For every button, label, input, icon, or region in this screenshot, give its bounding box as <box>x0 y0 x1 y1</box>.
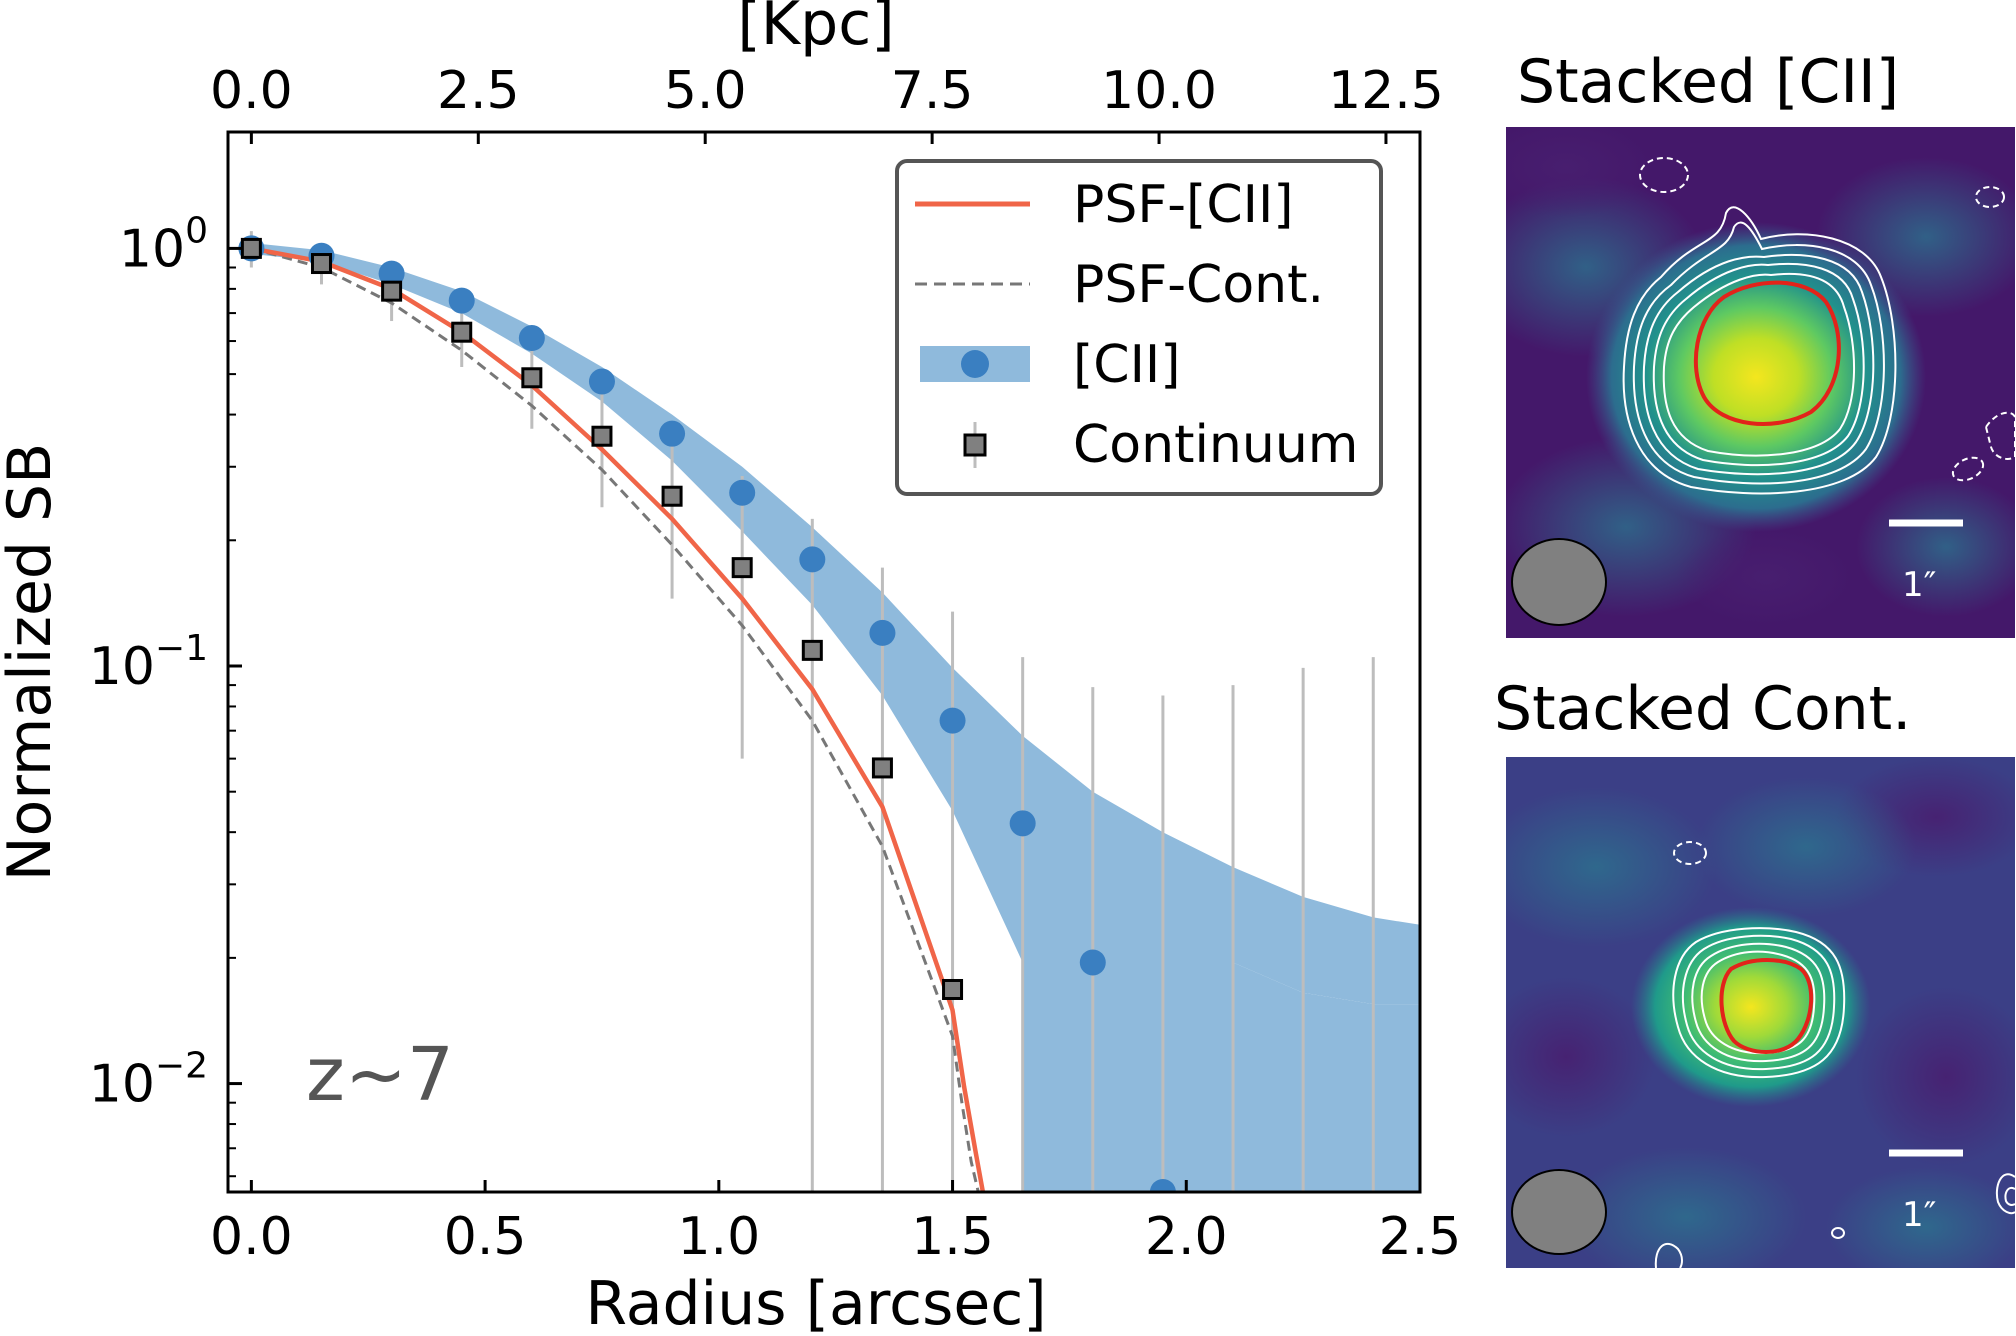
y-tick-label: 100 <box>119 210 208 279</box>
x-axis-title: Radius [arcsec] <box>585 1269 1046 1336</box>
cii-point <box>448 287 475 314</box>
cii-band-area <box>251 243 1420 1005</box>
cont-contours <box>1672 927 1846 1079</box>
cont-beam-ellipse <box>1511 1169 1607 1255</box>
cii-beam-ellipse <box>1511 538 1607 626</box>
continuum-point <box>661 485 683 507</box>
legend-cii-label: [CII] <box>1073 335 1181 395</box>
legend-psf-cont-label: PSF-Cont. <box>1073 255 1324 315</box>
psf-line-layer <box>250 246 986 1192</box>
legend-cii-marker <box>961 350 989 378</box>
continuum-point <box>871 757 893 779</box>
continuum-point <box>310 253 332 275</box>
redshift-annotation: z~7 <box>306 1032 454 1118</box>
cii-band-lower-extension <box>1022 962 1420 1192</box>
x2-tick-label: 12.5 <box>1328 61 1444 121</box>
stacked-cii-panel: Stacked [CII] <box>1506 47 2015 638</box>
cii-point <box>1149 1179 1176 1192</box>
psf-cont-line <box>251 246 980 1192</box>
x2-tick-label: 5.0 <box>664 61 747 121</box>
x-tick-label: 1.0 <box>677 1207 760 1267</box>
cii-scale-label: 1″ <box>1902 565 1936 605</box>
y-tick-label: 10−2 <box>89 1046 208 1115</box>
cii-point <box>939 707 966 734</box>
legend: PSF-[CII] PSF-Cont. [CII] Continuum <box>895 159 1383 496</box>
continuum-point <box>942 978 964 1000</box>
plot-frame <box>226 130 1422 1194</box>
cii-point <box>659 420 686 447</box>
stacked-cont-image: 1″ <box>1506 757 2015 1268</box>
cii-contours <box>1622 206 1897 495</box>
cont-noise-contours <box>1654 841 2015 1268</box>
continuum-point <box>731 557 753 579</box>
cii-point <box>518 325 545 352</box>
marker-layer <box>238 235 1176 1192</box>
y-axis-title: Normalized SB <box>0 443 65 882</box>
top-axis-title: [Kpc] <box>737 0 894 59</box>
x2-tick-label: 2.5 <box>437 61 520 121</box>
cii-point <box>799 546 826 573</box>
cii-band-layer <box>251 243 1420 1192</box>
legend-psf-cii-label: PSF-[CII] <box>1073 175 1294 235</box>
continuum-point <box>451 321 473 343</box>
x2-tick-label: 10.0 <box>1101 61 1217 121</box>
tick-layer: 0.0 0.5 1.0 1.5 2.0 2.5 0.0 2.5 5.0 7.5 10.0 12.5 10… <box>89 61 1462 1267</box>
cii-point <box>729 479 756 506</box>
cii-point <box>869 619 896 646</box>
x-tick-label: 2.0 <box>1145 1207 1228 1267</box>
cii-point <box>378 260 405 287</box>
stacked-cont-title: Stacked Cont. <box>1494 674 1911 744</box>
cii-point <box>1009 810 1036 837</box>
cont-red-contour <box>1719 958 1814 1054</box>
cii-point <box>1079 949 1106 976</box>
stacked-cont-panel: Stacked Cont. <box>1494 674 2015 1268</box>
x-tick-label: 2.5 <box>1379 1207 1462 1267</box>
cii-point <box>588 368 615 395</box>
x2-tick-label: 7.5 <box>891 61 974 121</box>
continuum-point <box>381 280 403 302</box>
cii-emission-blob <box>1586 222 1926 532</box>
radial-profile-chart: 0.0 0.5 1.0 1.5 2.0 2.5 0.0 2.5 5.0 7.5 10.0 12.5 10… <box>0 0 1461 1336</box>
continuum-point <box>521 367 543 389</box>
cont-scale-label: 1″ <box>1902 1195 1936 1235</box>
cii-red-contour <box>1693 280 1841 426</box>
x2-tick-label: 0.0 <box>210 61 293 121</box>
continuum-point <box>801 639 823 661</box>
cii-negative-contours <box>1639 157 2015 482</box>
x-tick-label: 0.5 <box>444 1207 527 1267</box>
continuum-point <box>240 237 262 259</box>
legend-continuum-label: Continuum <box>1073 415 1358 475</box>
legend-continuum-marker <box>963 433 987 457</box>
stacked-cii-image: 1″ <box>1506 127 2015 638</box>
legend-box <box>895 159 1383 496</box>
x-tick-label: 1.5 <box>911 1207 994 1267</box>
y-tick-label: 10−1 <box>89 628 208 697</box>
x-tick-label: 0.0 <box>210 1207 293 1267</box>
stacked-cii-title: Stacked [CII] <box>1517 47 1899 117</box>
continuum-point <box>591 425 613 447</box>
psf-cii-line <box>250 246 986 1192</box>
